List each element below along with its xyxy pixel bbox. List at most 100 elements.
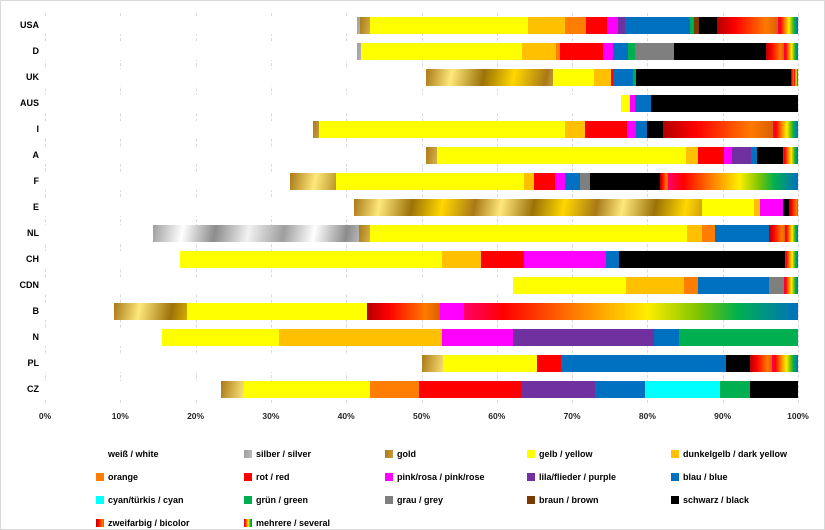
category-label-E: E bbox=[32, 202, 39, 212]
bar-segment-schwarz bbox=[590, 173, 661, 190]
bar-segment-zweifarbig bbox=[366, 303, 440, 320]
bar-segment-gelb bbox=[437, 147, 686, 164]
bar-segment-lila bbox=[731, 147, 752, 164]
bar-segment-schwarz bbox=[756, 147, 783, 164]
bar-segment-mehrere bbox=[794, 69, 798, 86]
bar-F bbox=[45, 173, 798, 190]
category-label-A: A bbox=[32, 150, 40, 160]
bar-segment-blau bbox=[751, 147, 757, 164]
bar-segment-gelb bbox=[369, 225, 688, 242]
x-tick-label: 10% bbox=[111, 411, 129, 421]
category-label-B: B bbox=[32, 306, 40, 316]
bar-segment-weiss bbox=[45, 381, 222, 398]
bar-segment-lila bbox=[513, 329, 655, 346]
bar-segment-dunkelgelb bbox=[523, 173, 534, 190]
category-label-F: F bbox=[33, 176, 40, 186]
x-tick-label: 0% bbox=[38, 411, 52, 421]
bar-segment-lila bbox=[520, 381, 596, 398]
legend-swatch-blau bbox=[671, 472, 679, 481]
x-tick-label: 80% bbox=[638, 411, 656, 421]
bar-segment-weiss bbox=[45, 69, 427, 86]
bar-segment-dunkelgelb bbox=[441, 251, 481, 268]
bar-row-D: D bbox=[33, 39, 798, 65]
bar-segment-weiss bbox=[45, 121, 314, 138]
legend-label-zweifarbig: zweifarbig / bicolor bbox=[108, 517, 190, 528]
legend-swatch-silber bbox=[244, 449, 252, 458]
bar-segment-gelb bbox=[319, 121, 565, 138]
bar-segment-grau bbox=[769, 277, 785, 294]
bar-UK bbox=[45, 69, 798, 86]
legend-item-braun: braun / brown bbox=[527, 488, 671, 511]
bar-segment-lila bbox=[617, 17, 625, 34]
bar-segment-zweifarbig bbox=[663, 121, 774, 138]
bar-segment-dunkelgelb bbox=[687, 225, 702, 242]
bar-segment-gelb bbox=[512, 277, 627, 294]
bar-segment-rot bbox=[480, 251, 524, 268]
bar-row-UK: UK bbox=[26, 65, 798, 91]
bar-segment-blau bbox=[715, 225, 770, 242]
bar-segment-rot bbox=[537, 355, 561, 372]
bar-E bbox=[45, 199, 798, 216]
bar-row-I: I bbox=[36, 117, 798, 143]
legend-label-cyan: cyan/türkis / cyan bbox=[108, 494, 184, 505]
legend-label-dunkelgelb: dunkelgelb / dark yellow bbox=[683, 448, 788, 459]
x-tick-label: 100% bbox=[787, 411, 809, 421]
bar-segment-rot bbox=[586, 17, 607, 34]
bar-row-E: E bbox=[33, 195, 798, 221]
bar-segment-dunkelgelb bbox=[527, 17, 566, 34]
legend-item-grau: grau / grey bbox=[385, 488, 527, 511]
legend-swatch-orange bbox=[96, 472, 104, 481]
category-label-CZ: CZ bbox=[27, 384, 39, 394]
bar-segment-rot bbox=[419, 381, 521, 398]
bar-segment-mehrere bbox=[784, 43, 798, 60]
bar-segment-weiss bbox=[45, 147, 427, 164]
bar-segment-pink bbox=[441, 329, 514, 346]
bar-CZ bbox=[45, 381, 798, 398]
bar-segment-silber bbox=[357, 43, 362, 60]
bar-segment-weiss bbox=[45, 329, 162, 346]
bar-segment-zweifarbig bbox=[788, 199, 798, 216]
category-label-PL: PL bbox=[27, 358, 39, 368]
bar-CDN bbox=[45, 277, 798, 294]
legend-item-schwarz: schwarz / black bbox=[671, 488, 811, 511]
bar-segment-silber bbox=[153, 225, 359, 242]
legend-swatch-braun bbox=[527, 495, 535, 504]
bar-segment-gold bbox=[426, 147, 438, 164]
category-label-USA: USA bbox=[19, 20, 39, 30]
legend-label-silber: silber / silver bbox=[256, 448, 312, 459]
bar-segment-gruen bbox=[678, 329, 798, 346]
legend-item-cyan: cyan/türkis / cyan bbox=[96, 488, 244, 511]
legend-label-orange: orange bbox=[108, 471, 139, 482]
bar-segment-mehrere bbox=[667, 173, 798, 190]
legend-swatch-weiss bbox=[96, 449, 104, 458]
bar-segment-blau bbox=[635, 95, 652, 112]
bar-row-NL: NL bbox=[27, 221, 798, 247]
legend-item-pink: pink/rosa / pink/rose bbox=[385, 465, 527, 488]
legend-swatch-gruen bbox=[244, 495, 252, 504]
legend-swatch-lila bbox=[527, 472, 535, 481]
bar-segment-orange bbox=[684, 277, 698, 294]
bar-D bbox=[45, 43, 798, 60]
bar-segment-mehrere bbox=[782, 147, 798, 164]
bar-segment-blau bbox=[612, 43, 628, 60]
bar-row-CDN: CDN bbox=[20, 273, 798, 299]
bar-segment-dunkelgelb bbox=[593, 69, 612, 86]
bar-segment-pink bbox=[760, 199, 783, 216]
bar-AUS bbox=[45, 95, 798, 112]
bar-NL bbox=[45, 225, 798, 242]
bar-segment-pink bbox=[606, 17, 618, 34]
bar-PL bbox=[45, 355, 798, 372]
bar-segment-schwarz bbox=[636, 69, 792, 86]
legend-label-lila: lila/flieder / purple bbox=[539, 471, 617, 482]
bar-segment-schwarz bbox=[673, 43, 766, 60]
category-label-UK: UK bbox=[26, 72, 39, 82]
bar-segment-gelb bbox=[553, 69, 594, 86]
bar-segment-blau bbox=[595, 381, 646, 398]
legend-label-gold: gold bbox=[397, 448, 416, 459]
bar-segment-dunkelgelb bbox=[685, 147, 698, 164]
bar-segment-gelb bbox=[442, 355, 538, 372]
bar-segment-blau bbox=[624, 17, 691, 34]
legend-label-gelb: gelb / yellow bbox=[539, 448, 593, 459]
bar-segment-gelb bbox=[361, 43, 523, 60]
bar-segment-blau bbox=[560, 355, 727, 372]
